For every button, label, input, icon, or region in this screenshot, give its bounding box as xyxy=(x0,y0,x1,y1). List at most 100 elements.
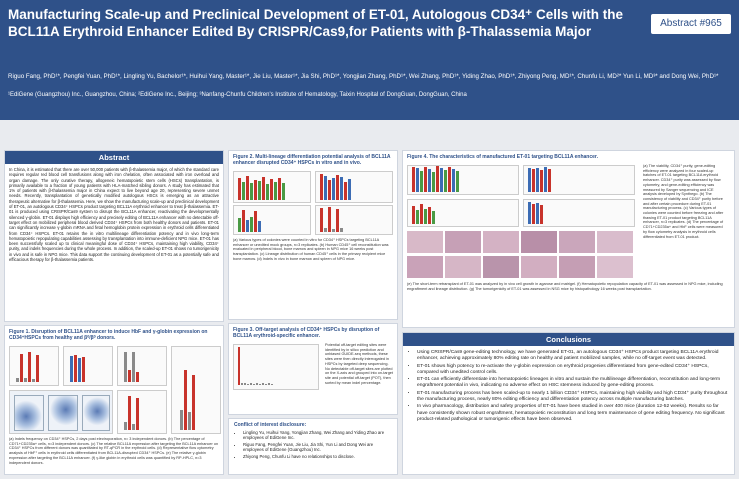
micrograph xyxy=(445,231,481,253)
abstract-text: In China, it is estimated that there are… xyxy=(9,167,219,263)
micrograph xyxy=(407,231,443,253)
fig1a-bar xyxy=(36,355,39,382)
conclusion-item: ET-01 can efficiently differentiate into… xyxy=(417,377,728,390)
figure-4-bottom-caption: (e) The short-term retransplant of ET-01… xyxy=(407,282,723,291)
fig4a-bar xyxy=(432,172,435,192)
figure-4a-plot xyxy=(407,165,519,195)
fig4b-bar xyxy=(540,170,543,192)
figure-3-title: Figure 3. Off-target analysis of CD34⁺ H… xyxy=(233,327,380,339)
fig4c-bar xyxy=(416,210,419,224)
conclusions-list: Using CRISPR/Cas9 gene-editing technolog… xyxy=(403,346,734,423)
figure-1d-flow-plots xyxy=(9,390,113,434)
fig2b-bar xyxy=(328,180,331,200)
figure-3-plots: Potential off-target editing sites were … xyxy=(229,342,397,392)
figure-4-panel: Figure 4. The characteristics of manufac… xyxy=(402,150,735,328)
fig2a-bar xyxy=(258,181,261,200)
figure-3-panel: Figure 3. Off-target analysis of CD34⁺ H… xyxy=(228,323,398,415)
fig1f-bar xyxy=(192,375,195,430)
micrograph xyxy=(559,231,595,253)
fig1e-bar xyxy=(124,422,127,430)
figure-4e-micrographs xyxy=(407,231,635,279)
fig1e-bar xyxy=(136,398,139,430)
fig4a-bar xyxy=(412,167,415,192)
figure-2-title: Figure 2. Multi-lineage differentiation … xyxy=(233,154,391,166)
figure-1a-plot xyxy=(9,346,59,386)
fig2a-bar xyxy=(282,183,285,200)
figure-4-title: Figure 4. The characteristics of manufac… xyxy=(407,154,598,160)
fig2a-bar xyxy=(278,178,281,200)
micrograph xyxy=(521,231,557,253)
conclusion-item: ET-01 manufacturing process has been sca… xyxy=(417,391,728,404)
conclusion-item: ET-01 shows high potency to re-activate … xyxy=(417,364,728,377)
fig4a-bar xyxy=(444,170,447,192)
figure-1e-plot xyxy=(117,390,167,434)
fig3-bar xyxy=(256,383,258,385)
figure-1f-plot xyxy=(171,346,221,434)
fig2d-bar xyxy=(320,208,323,232)
author-list: Riguo Fang, PhD¹*, Pengfei Yuan, PhD¹*, … xyxy=(8,73,719,80)
fig3-bar xyxy=(253,384,255,385)
fig4a-bar xyxy=(436,166,439,192)
fig2a-bar xyxy=(242,182,245,200)
fig1b-bar xyxy=(82,357,85,382)
fig3-bar xyxy=(271,384,273,385)
abstract-panel: Abstract In China, it is estimated that … xyxy=(4,150,224,322)
conclusions-panel: Conclusions Using CRISPR/Cas9 gene-editi… xyxy=(402,332,735,475)
fig3-bar xyxy=(268,383,270,385)
fig3-bar xyxy=(238,347,240,385)
abstract-heading: Abstract xyxy=(5,151,223,164)
fig2c-bar xyxy=(258,221,261,232)
fig4a-bar xyxy=(448,167,451,192)
figure-2-panel: Figure 2. Multi-lineage differentiation … xyxy=(228,150,398,320)
abstract-number-badge: Abstract #965 xyxy=(651,14,731,34)
fig2c-bar xyxy=(246,220,249,232)
fig4c-bar xyxy=(428,207,431,224)
fig2a-bar xyxy=(262,177,265,200)
figure-1-caption: (a) Indels frequency on CD34⁺ HSPCs, 2 d… xyxy=(9,437,219,465)
fig2b-bar xyxy=(344,182,347,200)
figure-1c-plot xyxy=(117,346,167,386)
micrograph xyxy=(483,256,519,278)
figure-4d-plot xyxy=(523,199,635,227)
fig1a-bar xyxy=(20,354,23,382)
coi-panel: Conflict of interest disclosure: Linglin… xyxy=(228,418,398,475)
figure-4-side-caption: (a) The viability, CD34⁺ purity, gene-ed… xyxy=(643,164,724,239)
micrograph xyxy=(521,256,557,278)
fig4a-bar xyxy=(452,169,455,192)
fig1a-bar xyxy=(28,352,31,382)
fig2b-bar xyxy=(336,175,339,200)
conclusions-heading: Conclusions xyxy=(403,333,734,346)
fig2d-bar xyxy=(340,228,343,232)
figure-1b-plot xyxy=(63,346,113,386)
figure-1-title: Figure 1. Disruption of BCL11A enhancer … xyxy=(9,329,208,341)
fig4b-bar xyxy=(536,168,539,192)
fig2a-bar xyxy=(238,178,241,200)
fig3-bar xyxy=(250,383,252,385)
fig1c-bar xyxy=(136,372,139,382)
fig2c-bar xyxy=(250,217,253,232)
flow-plot-patient xyxy=(82,395,110,431)
fig4b-bar xyxy=(528,168,531,192)
figure-3-caption: Potential off-target editing sites were … xyxy=(325,343,393,385)
fig2b-bar xyxy=(332,178,335,200)
figure-2d-plot xyxy=(315,205,393,235)
conclusion-item: Using CRISPR/Cas9 gene-editing technolog… xyxy=(417,350,728,363)
fig4c-bar xyxy=(424,209,427,224)
fig2a-bar xyxy=(274,182,277,200)
flow-plot-mock xyxy=(14,395,44,431)
micrograph xyxy=(407,256,443,278)
fig4d-bar xyxy=(536,203,539,224)
fig4d-bar xyxy=(528,202,531,224)
fig2d-bar xyxy=(324,228,327,232)
figure-1-plots xyxy=(5,344,223,436)
figure-3-offtarget-plot xyxy=(233,344,319,390)
figure-4b-plot xyxy=(523,165,635,195)
fig1a-bar xyxy=(16,378,19,382)
fig3-bar xyxy=(259,384,261,385)
fig3-bar xyxy=(265,384,267,385)
figure-2b-plot xyxy=(315,171,393,203)
fig2a-bar xyxy=(266,184,269,200)
fig4b-bar xyxy=(532,169,535,192)
micrograph xyxy=(559,256,595,278)
fig2c-bar xyxy=(254,211,257,232)
